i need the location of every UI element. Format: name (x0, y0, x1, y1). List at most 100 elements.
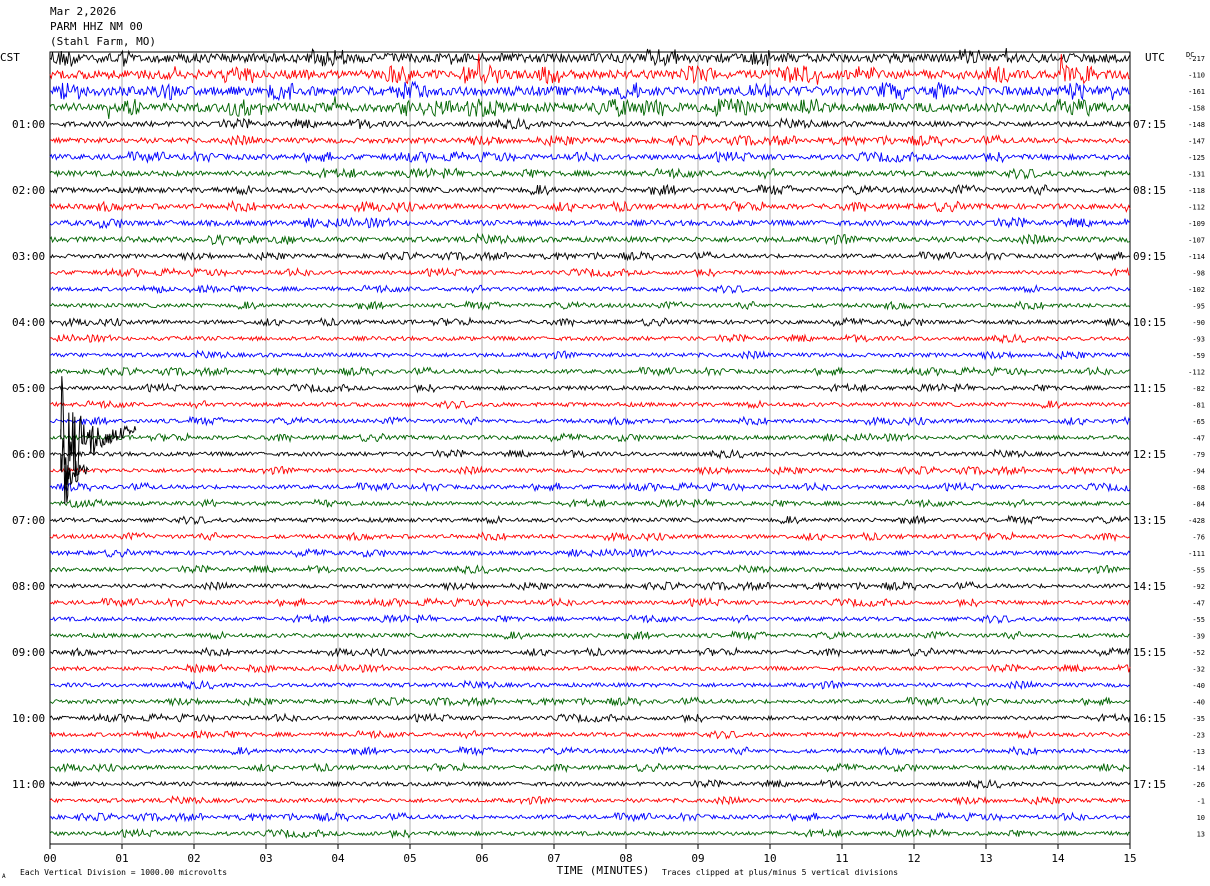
seismic-trace (49, 96, 1131, 119)
dc-offset-label: -84 (1192, 501, 1205, 509)
seismic-trace (49, 266, 1131, 278)
seismic-trace (49, 216, 1131, 230)
right-hour-label: 11:15 (1133, 382, 1166, 395)
seismic-trace (49, 150, 1131, 164)
header-date: Mar 2,2026 (50, 5, 116, 18)
seismic-trace (49, 349, 1131, 361)
dc-offset-label: -109 (1188, 220, 1205, 228)
x-tick-label: 04 (331, 852, 345, 865)
dc-offset-label: -147 (1188, 138, 1205, 146)
x-tick-label: 00 (43, 852, 56, 865)
right-timezone-label: UTC (1145, 51, 1165, 64)
dc-offset-label: 10 (1197, 814, 1205, 822)
x-axis-title: TIME (MINUTES) (557, 864, 650, 877)
dc-offset-label: -55 (1192, 616, 1205, 624)
right-hour-labels: 07:15 08:15 09:15 10:15 11:15 12:15 13:15 14:15… (1133, 118, 1166, 791)
left-hour-labels: 01:00 02:00 03:00 04:00 05:00 06:00 07:00 08:00… (12, 118, 45, 791)
seismic-trace (49, 199, 1131, 214)
x-tick-label: 08 (619, 852, 632, 865)
left-hour-label: 08:00 (12, 580, 45, 593)
dc-offset-label: -82 (1192, 385, 1205, 393)
x-tick-label: 13 (979, 852, 992, 865)
dc-offset-label: -39 (1192, 633, 1205, 641)
seismic-trace (49, 481, 1131, 493)
seismic-trace (49, 811, 1131, 823)
right-hour-label: 09:15 (1133, 250, 1166, 263)
right-hour-label: 07:15 (1133, 118, 1166, 131)
seismic-trace (49, 729, 1131, 740)
minute-grid (121, 52, 1059, 844)
seismic-trace (49, 514, 1131, 526)
x-tick-label: 14 (1051, 852, 1065, 865)
plot-frame (49, 51, 1131, 845)
right-hour-label: 12:15 (1133, 448, 1166, 461)
seismic-trace (49, 745, 1131, 757)
x-tick-label: 01 (115, 852, 128, 865)
x-tick-label: 09 (691, 852, 704, 865)
dc-offset-label: -428 (1188, 517, 1205, 525)
dc-offset-label: -107 (1188, 237, 1205, 245)
seismic-trace (49, 333, 1131, 345)
dc-offset-label: -35 (1192, 715, 1205, 723)
dc-offset-label: -47 (1192, 435, 1205, 443)
seismic-trace (49, 117, 1131, 131)
dc-offset-label: -110 (1188, 72, 1205, 80)
header-station: PARM HHZ NM 00 (50, 20, 143, 33)
left-hour-label: 06:00 (12, 448, 45, 461)
dc-offset-label: -118 (1188, 187, 1205, 195)
dc-offset-label: -94 (1192, 468, 1205, 476)
dc-offset-label: -148 (1188, 121, 1205, 129)
x-tick-label: 15 (1123, 852, 1136, 865)
seismic-trace (49, 531, 1131, 543)
x-tick-label: 02 (187, 852, 200, 865)
dc-label: DC (1186, 51, 1194, 59)
x-tick-label: 06 (475, 852, 488, 865)
x-tick-label: 11 (835, 852, 848, 865)
seismic-trace (49, 564, 1131, 576)
dc-offset-label: -158 (1188, 105, 1205, 113)
dc-offset-label: -40 (1192, 682, 1205, 690)
seismic-trace (49, 53, 1131, 85)
seismic-trace (49, 497, 1131, 509)
seismic-trace (49, 283, 1131, 295)
seismic-trace (49, 762, 1131, 774)
corner-mark: A (2, 873, 6, 880)
earthquake-event (60, 376, 137, 504)
right-hour-label: 17:15 (1133, 778, 1166, 791)
seismic-trace (49, 316, 1131, 328)
dc-offset-label: -26 (1192, 781, 1205, 789)
dc-offset-label: -52 (1192, 649, 1205, 657)
seismic-trace (49, 415, 1131, 427)
left-hour-label: 03:00 (12, 250, 45, 263)
left-hour-label: 04:00 (12, 316, 45, 329)
dc-offset-label: -93 (1192, 336, 1205, 344)
dc-offset-label: -14 (1192, 765, 1205, 773)
dc-offset-label: -79 (1192, 451, 1205, 459)
seismic-trace (49, 663, 1131, 674)
left-hour-label: 01:00 (12, 118, 45, 131)
seismic-trace (49, 432, 1130, 444)
seismic-trace (49, 630, 1131, 641)
left-hour-label: 07:00 (12, 514, 45, 527)
seismic-trace (49, 250, 1131, 262)
seismic-trace (49, 547, 1131, 558)
seismic-trace (49, 399, 1131, 410)
seismic-trace (49, 827, 1131, 839)
seismic-trace (49, 597, 1131, 608)
seismic-trace (49, 366, 1131, 377)
x-tick-label: 05 (403, 852, 416, 865)
seismic-trace (49, 795, 1131, 806)
x-tick-label: 10 (763, 852, 776, 865)
left-hour-label: 02:00 (12, 184, 45, 197)
seismic-trace (49, 183, 1131, 197)
dc-offset-label: -111 (1188, 550, 1205, 558)
dc-offset-label: -131 (1188, 171, 1205, 179)
seismic-trace (49, 712, 1131, 724)
dc-offset-label: -112 (1188, 369, 1205, 377)
right-hour-label: 10:15 (1133, 316, 1166, 329)
dc-offset-label: -23 (1192, 732, 1205, 740)
scale-note: Each Vertical Division = 1000.00 microvo… (20, 868, 227, 877)
x-axis-ticks: 00 01 02 03 04 05 06 07 08 09 10 11 12 13 14 15 (43, 844, 1137, 865)
dc-offset-label: -92 (1192, 583, 1205, 591)
left-timezone-label: CST (0, 51, 20, 64)
